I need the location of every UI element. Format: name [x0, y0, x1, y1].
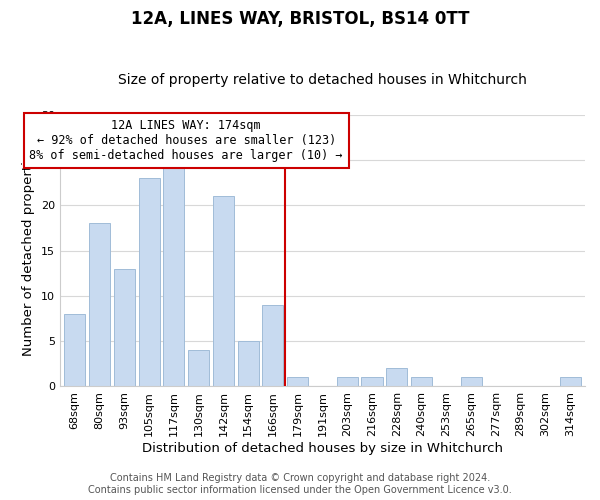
Bar [64, 314, 85, 386]
Bar [163, 160, 184, 386]
Bar [461, 378, 482, 386]
Bar [238, 341, 259, 386]
Bar [114, 268, 135, 386]
Y-axis label: Number of detached properties: Number of detached properties [22, 146, 35, 356]
Bar [287, 378, 308, 386]
Bar [337, 378, 358, 386]
Bar [386, 368, 407, 386]
Text: 12A LINES WAY: 174sqm
← 92% of detached houses are smaller (123)
8% of semi-deta: 12A LINES WAY: 174sqm ← 92% of detached … [29, 119, 343, 162]
Text: 12A, LINES WAY, BRISTOL, BS14 0TT: 12A, LINES WAY, BRISTOL, BS14 0TT [131, 10, 469, 28]
Bar [89, 224, 110, 386]
Title: Size of property relative to detached houses in Whitchurch: Size of property relative to detached ho… [118, 73, 527, 87]
Bar [361, 378, 383, 386]
Bar [560, 378, 581, 386]
Bar [411, 378, 432, 386]
Bar [139, 178, 160, 386]
Bar [213, 196, 234, 386]
X-axis label: Distribution of detached houses by size in Whitchurch: Distribution of detached houses by size … [142, 442, 503, 455]
Bar [188, 350, 209, 387]
Text: Contains HM Land Registry data © Crown copyright and database right 2024.
Contai: Contains HM Land Registry data © Crown c… [88, 474, 512, 495]
Bar [262, 305, 283, 386]
